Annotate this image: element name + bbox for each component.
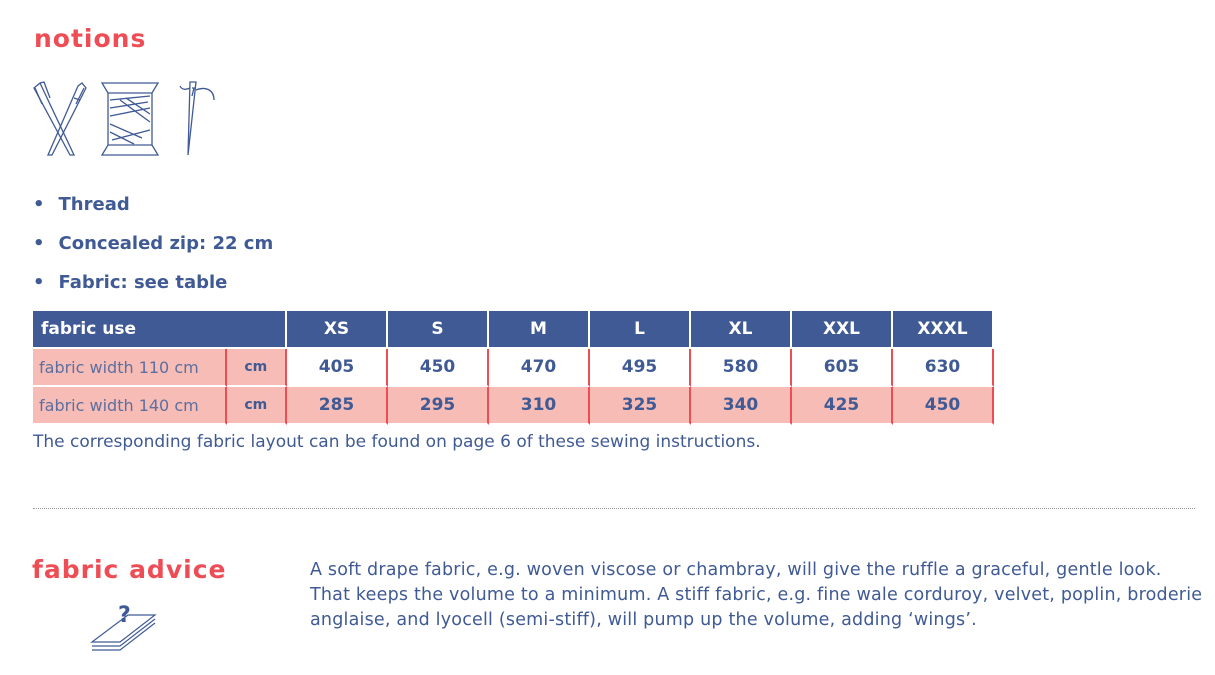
header-size: S [388, 311, 489, 349]
fabric-advice-text: A soft drape fabric, e.g. woven viscose … [310, 560, 1203, 630]
cell: 295 [388, 387, 489, 425]
row-unit: cm [226, 387, 287, 425]
cell: 470 [489, 349, 590, 387]
header-size: XXXL [893, 311, 994, 349]
table-row: fabric width 140 cm cm 285 295 310 325 3… [33, 387, 994, 425]
divider [33, 508, 1195, 509]
table-header-row: fabric use XS S M L XL XXL XXXL [33, 311, 994, 349]
cell: 450 [893, 387, 994, 425]
svg-text:?: ? [118, 603, 131, 628]
header-size: L [590, 311, 691, 349]
notions-list: Thread Concealed zip: 22 cm Fabric: see … [33, 190, 274, 307]
notion-item: Concealed zip: 22 cm [33, 229, 274, 268]
notion-item: Fabric: see table [33, 268, 273, 307]
needle-icon [179, 81, 215, 156]
cell: 325 [590, 387, 691, 425]
table-row: fabric width 110 cm cm 405 450 470 495 5… [33, 349, 994, 387]
cell: 340 [691, 387, 792, 425]
cell: 450 [388, 349, 489, 387]
notions-heading: notions [34, 24, 147, 53]
header-size: XS [287, 311, 388, 349]
fabric-advice-heading: fabric advice [32, 555, 227, 584]
notion-item: Thread [33, 190, 273, 229]
scissors-icon [33, 81, 87, 156]
header-fabric-use: fabric use [33, 311, 287, 349]
cell: 285 [287, 387, 388, 425]
fabric-question-icon: ? [90, 603, 157, 651]
thread-spool-icon [100, 82, 160, 156]
cell: 405 [287, 349, 388, 387]
cell: 310 [489, 387, 590, 425]
fabric-table: fabric use XS S M L XL XXL XXXL fabric w… [33, 311, 994, 425]
header-size: XXL [792, 311, 893, 349]
cell: 630 [893, 349, 994, 387]
cell: 605 [792, 349, 893, 387]
cell: 495 [590, 349, 691, 387]
header-size: M [489, 311, 590, 349]
layout-note: The corresponding fabric layout can be f… [33, 432, 761, 452]
cell: 580 [691, 349, 792, 387]
notions-icons [33, 81, 215, 156]
row-label: fabric width 140 cm [33, 387, 227, 425]
row-unit: cm [226, 349, 287, 387]
row-label: fabric width 110 cm [33, 349, 227, 387]
header-size: XL [691, 311, 792, 349]
cell: 425 [792, 387, 893, 425]
